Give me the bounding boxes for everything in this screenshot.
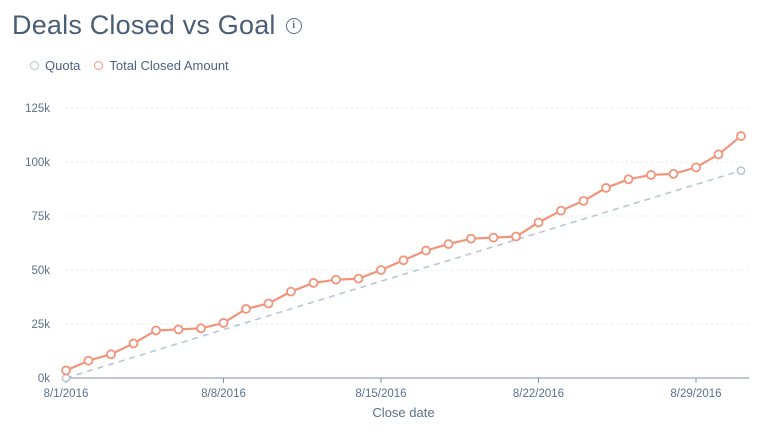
point-total	[173, 324, 184, 335]
x-axis-title: Close date	[372, 405, 434, 420]
x-tick-label: 8/1/2016	[44, 388, 89, 400]
legend-item-quota[interactable]: Quota	[30, 58, 80, 73]
legend-marker-quota	[30, 61, 39, 70]
point-total	[353, 273, 364, 284]
point-total	[533, 217, 544, 228]
chart-title: Deals Closed vs Goal	[12, 10, 276, 40]
point-total	[691, 162, 701, 173]
point-total	[241, 303, 251, 314]
point-total	[106, 349, 116, 360]
point-quota	[736, 166, 746, 176]
point-total	[61, 365, 71, 376]
point-total	[578, 195, 589, 206]
point-total	[421, 245, 431, 256]
point-total	[308, 278, 319, 288]
x-tick-label: 8/22/2016	[513, 388, 564, 400]
point-total	[196, 323, 206, 334]
point-total	[736, 131, 746, 141]
x-tick-label: 8/15/2016	[355, 388, 406, 400]
point-total	[556, 205, 566, 216]
y-tick-label: 50k	[31, 265, 50, 277]
point-total	[713, 149, 724, 160]
y-tick-label: 125k	[25, 103, 50, 115]
legend-label-quota: Quota	[45, 58, 81, 73]
x-tick-label: 8/8/2016	[201, 388, 246, 400]
y-tick-label: 100k	[25, 157, 50, 169]
legend-label-total: Total Closed Amount	[109, 58, 229, 73]
point-total	[128, 338, 139, 349]
point-total	[376, 265, 386, 275]
legend-marker-total	[94, 61, 104, 70]
point-total	[511, 231, 521, 242]
y-tick-label: 25k	[31, 319, 50, 331]
point-total	[83, 355, 94, 366]
point-total	[668, 168, 679, 179]
info-icon[interactable]: i	[285, 17, 302, 34]
point-total	[466, 233, 476, 244]
point-total	[488, 232, 499, 243]
point-total	[623, 174, 634, 185]
point-total	[443, 239, 454, 249]
point-total	[646, 170, 656, 180]
point-total	[331, 274, 341, 285]
legend-item-total[interactable]: Total Closed Amount	[94, 58, 229, 73]
point-total	[286, 286, 296, 297]
chart-legend: Quota Total Closed Amount	[30, 58, 229, 73]
series-line-total	[65, 135, 742, 372]
point-quota	[61, 373, 71, 383]
point-total	[263, 298, 274, 309]
y-tick-label: 0k	[38, 373, 50, 385]
chart-header: Deals Closed vs Goal i	[12, 10, 302, 41]
point-total	[601, 183, 611, 193]
y-tick-label: 75k	[31, 211, 50, 223]
x-tick-label: 8/29/2016	[670, 388, 721, 400]
point-total	[151, 325, 161, 336]
series-line-quota	[65, 169, 742, 379]
point-total	[398, 255, 409, 266]
point-total	[218, 318, 229, 328]
